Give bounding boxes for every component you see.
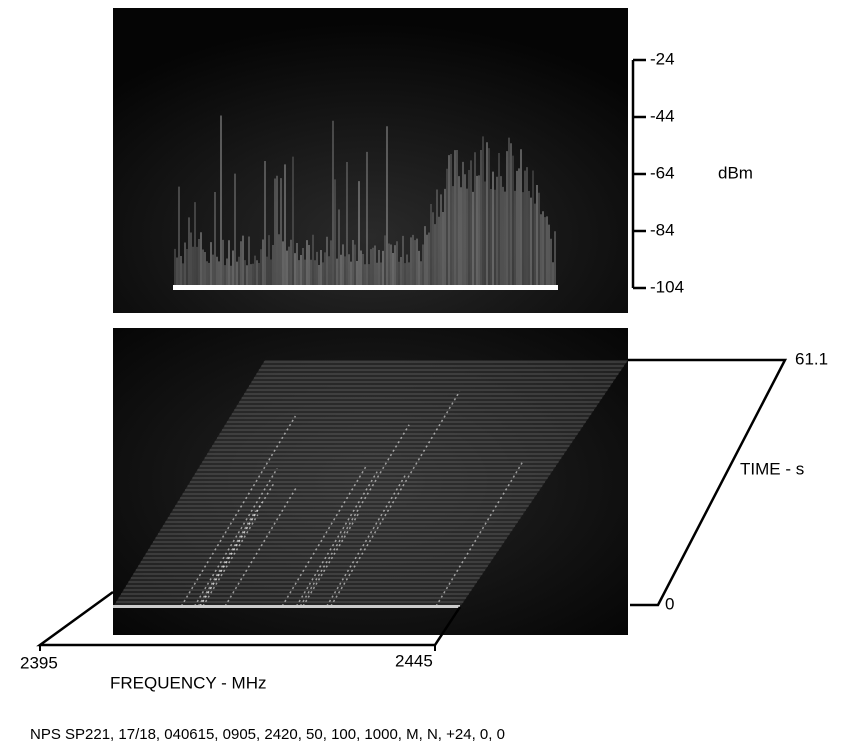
spectrum-trace (174, 115, 556, 286)
time-label: TIME - s (740, 459, 804, 478)
waterfall-streak (281, 465, 368, 607)
power-tick-label: -104 (650, 277, 684, 296)
power-tick-label: -84 (650, 220, 675, 239)
time-tick-label: 61.1 (795, 349, 828, 368)
spectrum-screen (113, 8, 628, 313)
power-unit: dBm (718, 163, 753, 182)
frequency-label: FREQUENCY - MHz (110, 673, 266, 692)
time-frame (628, 358, 788, 607)
waterfall-plane (113, 360, 628, 607)
power-tick-label: -64 (650, 163, 675, 182)
waterfall-trace (113, 360, 628, 608)
waterfall-streak (180, 415, 297, 607)
waterfall-baseline (113, 605, 460, 608)
waterfall-streak (224, 486, 298, 607)
waterfall-streak (435, 461, 524, 607)
frequency-frame (36, 590, 462, 647)
power-tick-label: -24 (650, 49, 675, 68)
waterfall-streak (330, 391, 461, 607)
waterfall-streak (299, 424, 410, 607)
caption: NPS SP221, 17/18, 040615, 0905, 2420, 50… (30, 726, 505, 743)
time-tick-label: 0 (665, 594, 674, 613)
waterfall-streak (326, 473, 407, 607)
waterfall-streak (197, 510, 257, 607)
frequency-tick-label: 2445 (395, 651, 433, 670)
waterfall-streak (199, 481, 276, 607)
frequency-tick-label: 2395 (20, 653, 58, 672)
baseline (173, 285, 558, 290)
power-tick-label: -44 (650, 106, 675, 125)
waterfall-streak (193, 467, 278, 607)
waterfall-streak (295, 471, 378, 607)
power-ticks: -24 -44 -64 -84 -104 (633, 49, 684, 296)
